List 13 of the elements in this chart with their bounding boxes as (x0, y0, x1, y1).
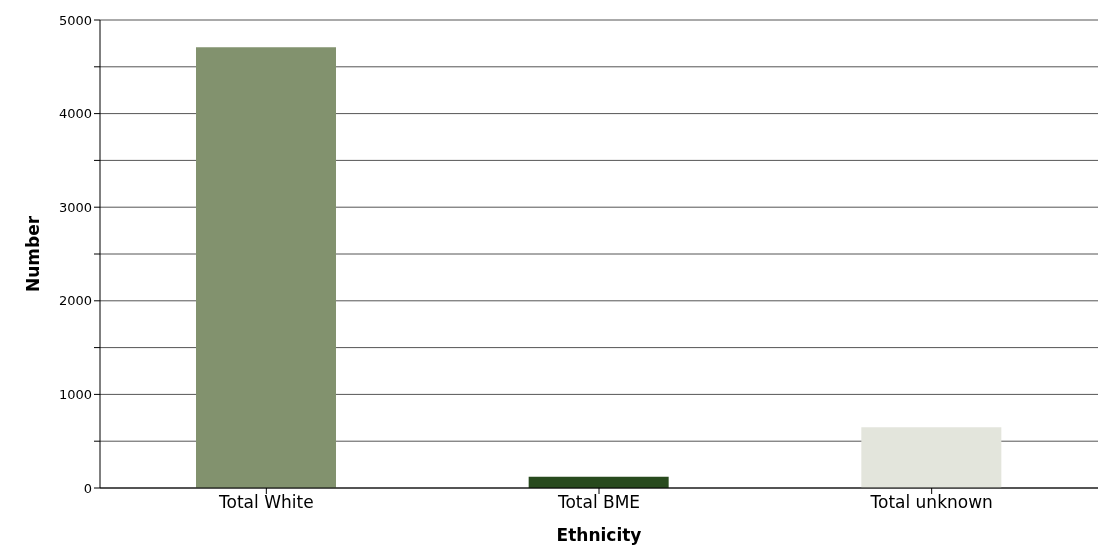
y-axis-title: Number (23, 215, 44, 293)
y-tick-label: 4000 (58, 106, 92, 122)
x-tick-label: Total White (218, 492, 314, 513)
y-tick-label: 5000 (58, 12, 92, 28)
x-axis-title: Ethnicity (556, 525, 642, 545)
x-tick-label: Total BME (556, 492, 641, 513)
y-tick-label: 1000 (58, 387, 92, 403)
bar (861, 427, 1002, 488)
x-tick-label: Total unknown (869, 492, 993, 513)
y-tick-label: 0 (83, 480, 92, 496)
y-tick-label: 2000 (58, 293, 92, 309)
bar (196, 47, 336, 488)
y-tick-label: 3000 (58, 199, 92, 215)
